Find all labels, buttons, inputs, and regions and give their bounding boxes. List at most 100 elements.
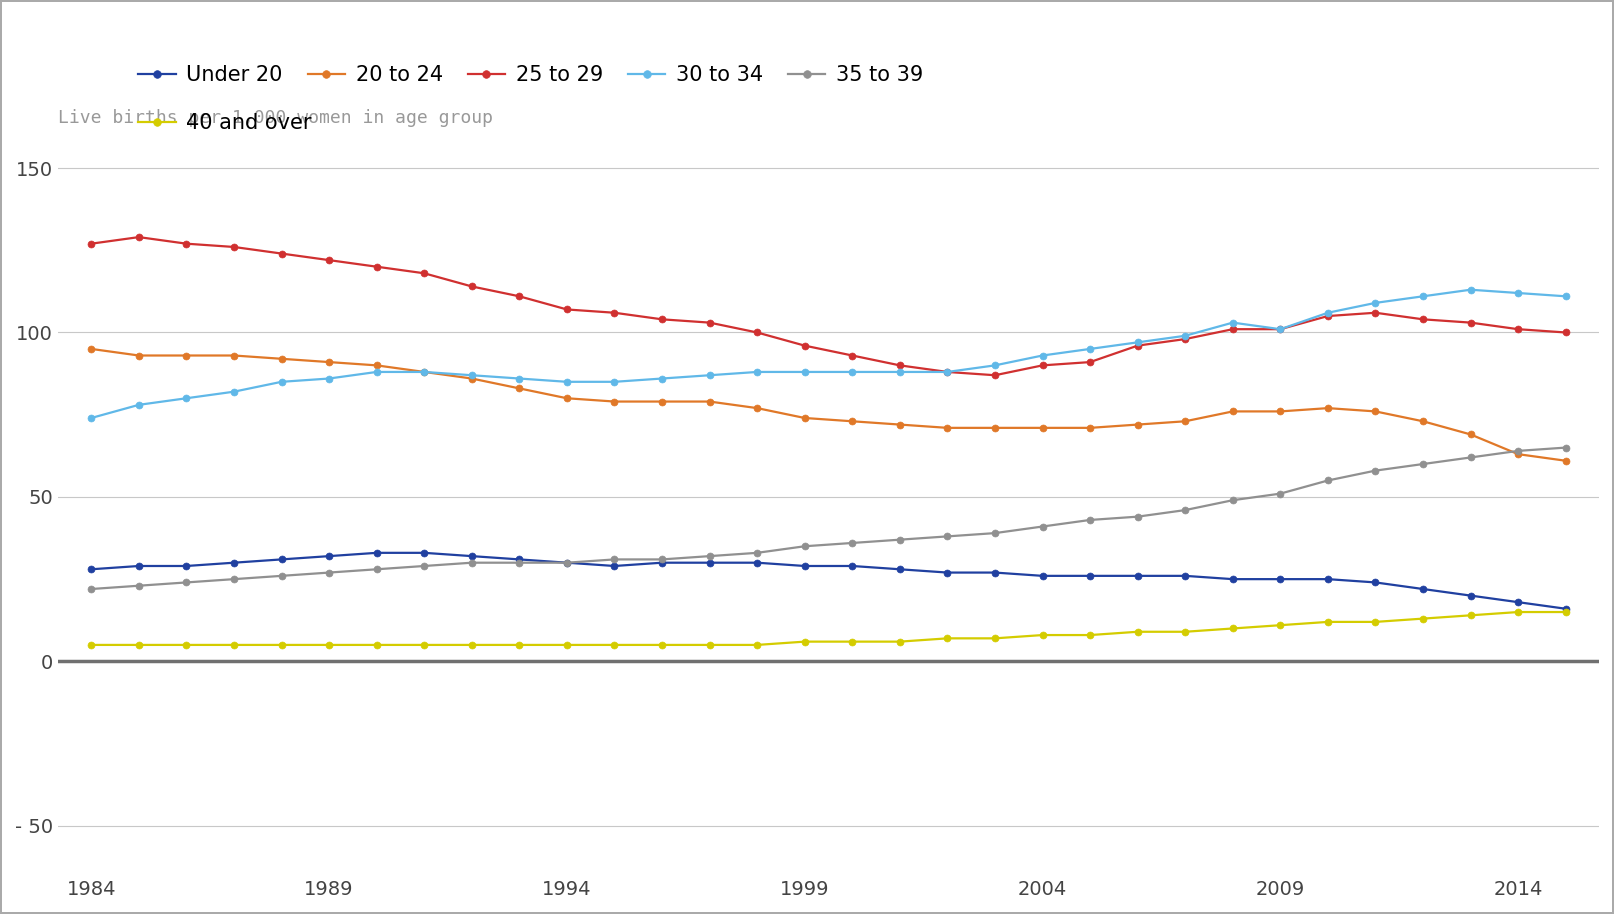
- 25 to 29: [1556, 327, 1575, 338]
- 30 to 34: [605, 377, 625, 388]
- 25 to 29: [985, 370, 1004, 381]
- 25 to 29: [700, 317, 720, 328]
- 40 and over: [985, 632, 1004, 643]
- Under 20: [271, 554, 291, 565]
- Under 20: [82, 564, 102, 575]
- Text: Live births per 1,000 women in age group: Live births per 1,000 women in age group: [58, 109, 492, 127]
- 35 to 39: [891, 534, 910, 545]
- Under 20: [985, 567, 1004, 578]
- 30 to 34: [938, 367, 957, 377]
- 40 and over: [462, 640, 481, 651]
- 40 and over: [1556, 607, 1575, 618]
- Under 20: [1461, 590, 1480, 601]
- Under 20: [1080, 570, 1099, 581]
- 25 to 29: [366, 261, 386, 272]
- 30 to 34: [1556, 291, 1575, 302]
- Under 20: [462, 550, 481, 561]
- 35 to 39: [557, 558, 576, 569]
- 35 to 39: [1080, 515, 1099, 526]
- 30 to 34: [652, 373, 671, 384]
- 20 to 24: [891, 420, 910, 430]
- 35 to 39: [843, 537, 862, 548]
- 30 to 34: [1080, 344, 1099, 355]
- 20 to 24: [462, 373, 481, 384]
- 35 to 39: [1509, 445, 1528, 456]
- 25 to 29: [271, 248, 291, 259]
- 40 and over: [605, 640, 625, 651]
- Under 20: [1175, 570, 1194, 581]
- 25 to 29: [176, 239, 195, 250]
- 20 to 24: [1461, 429, 1480, 440]
- 40 and over: [1270, 620, 1290, 631]
- 35 to 39: [747, 547, 767, 558]
- 25 to 29: [891, 360, 910, 371]
- 35 to 39: [1414, 459, 1433, 470]
- 30 to 34: [1128, 337, 1148, 348]
- 40 and over: [938, 632, 957, 643]
- Under 20: [366, 547, 386, 558]
- 40 and over: [129, 640, 148, 651]
- 20 to 24: [510, 383, 529, 394]
- 35 to 39: [82, 583, 102, 594]
- 25 to 29: [320, 255, 339, 266]
- 35 to 39: [271, 570, 291, 581]
- Under 20: [747, 558, 767, 569]
- 20 to 24: [1556, 455, 1575, 466]
- 25 to 29: [747, 327, 767, 338]
- 30 to 34: [557, 377, 576, 388]
- 35 to 39: [224, 574, 244, 585]
- 25 to 29: [1033, 360, 1052, 371]
- 40 and over: [510, 640, 529, 651]
- 40 and over: [1414, 613, 1433, 624]
- 20 to 24: [415, 367, 434, 377]
- Under 20: [1128, 570, 1148, 581]
- 35 to 39: [1223, 494, 1243, 505]
- 20 to 24: [1319, 403, 1338, 414]
- 20 to 24: [700, 396, 720, 407]
- 35 to 39: [1461, 452, 1480, 463]
- 20 to 24: [1175, 416, 1194, 427]
- 20 to 24: [938, 422, 957, 433]
- 25 to 29: [1223, 324, 1243, 335]
- Under 20: [557, 558, 576, 569]
- 35 to 39: [796, 541, 815, 552]
- 35 to 39: [510, 558, 529, 569]
- 20 to 24: [1365, 406, 1385, 417]
- 30 to 34: [1033, 350, 1052, 361]
- 35 to 39: [1365, 465, 1385, 476]
- Under 20: [1223, 574, 1243, 585]
- 20 to 24: [129, 350, 148, 361]
- 30 to 34: [1365, 297, 1385, 308]
- 25 to 29: [129, 231, 148, 242]
- 40 and over: [224, 640, 244, 651]
- 30 to 34: [1414, 291, 1433, 302]
- 40 and over: [1461, 610, 1480, 621]
- 30 to 34: [462, 370, 481, 381]
- 35 to 39: [320, 567, 339, 578]
- 40 and over: [652, 640, 671, 651]
- 20 to 24: [1033, 422, 1052, 433]
- 30 to 34: [271, 377, 291, 388]
- 35 to 39: [176, 577, 195, 588]
- Under 20: [1414, 583, 1433, 594]
- 35 to 39: [605, 554, 625, 565]
- Under 20: [320, 550, 339, 561]
- 30 to 34: [510, 373, 529, 384]
- 25 to 29: [462, 281, 481, 292]
- 35 to 39: [700, 550, 720, 561]
- 35 to 39: [938, 531, 957, 542]
- Under 20: [1033, 570, 1052, 581]
- 20 to 24: [747, 403, 767, 414]
- 35 to 39: [1175, 505, 1194, 515]
- 35 to 39: [1033, 521, 1052, 532]
- 20 to 24: [652, 396, 671, 407]
- 30 to 34: [1270, 324, 1290, 335]
- 20 to 24: [1128, 420, 1148, 430]
- 25 to 29: [1175, 334, 1194, 345]
- Under 20: [652, 558, 671, 569]
- 20 to 24: [557, 393, 576, 404]
- 40 and over: [415, 640, 434, 651]
- 25 to 29: [796, 340, 815, 351]
- 25 to 29: [224, 241, 244, 252]
- 35 to 39: [366, 564, 386, 575]
